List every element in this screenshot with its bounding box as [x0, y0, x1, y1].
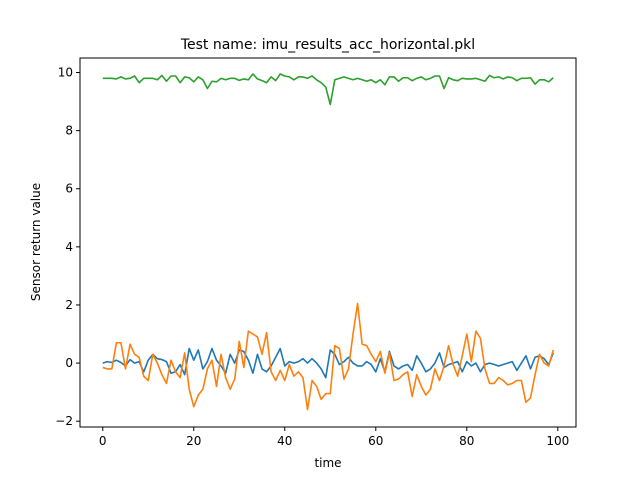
x-tick-label: 80 [459, 434, 474, 448]
series-line-3 [102, 73, 554, 106]
x-axis-label: time [314, 456, 341, 470]
x-tick-label: 100 [546, 434, 569, 448]
series-line-1 [102, 347, 554, 379]
series-group [102, 73, 555, 411]
series-line-2 [102, 302, 555, 411]
x-tick-label: 0 [99, 434, 107, 448]
y-tick-label: −2 [55, 414, 73, 428]
y-tick-label: 8 [65, 124, 73, 138]
x-tick-label: 20 [186, 434, 201, 448]
y-tick-label: 10 [58, 66, 73, 80]
axes-frame [79, 57, 577, 428]
y-tick-label: 4 [65, 240, 73, 254]
chart-title: Test name: imu_results_acc_horizontal.pk… [180, 37, 475, 53]
y-tick-label: 0 [65, 356, 73, 370]
x-axis-ticks: 0 20 40 60 80 100 [99, 427, 569, 448]
y-axis-label: Sensor return value [29, 183, 43, 301]
x-tick-label: 60 [368, 434, 383, 448]
x-tick-label: 40 [277, 434, 292, 448]
y-tick-label: 2 [65, 298, 73, 312]
y-tick-label: 6 [65, 182, 73, 196]
y-axis-ticks: −2 0 2 4 6 8 10 [55, 66, 80, 428]
plot-area: 0 20 40 60 80 100 −2 0 2 4 6 8 10 [55, 57, 577, 448]
